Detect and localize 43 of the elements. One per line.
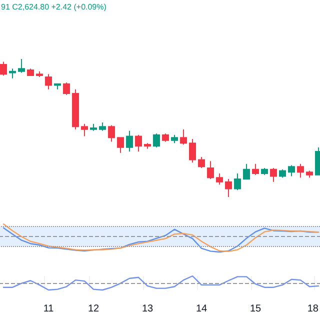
x-tick-label: 12 — [87, 304, 99, 314]
candlestick — [144, 142, 150, 150]
candlestick — [152, 133, 160, 148]
candlestick — [36, 70, 42, 78]
candlestick — [170, 134, 178, 144]
candlestick — [0, 61, 6, 76]
candlestick — [224, 178, 232, 198]
candlestick — [18, 58, 24, 74]
candlestick — [162, 133, 168, 142]
candlestick — [44, 74, 52, 90]
candlestick — [260, 168, 268, 176]
candlestick — [54, 83, 60, 90]
candlestick — [314, 146, 320, 176]
candlestick — [198, 156, 204, 169]
candlestick — [206, 160, 214, 180]
candlestick — [278, 168, 286, 178]
candlestick — [80, 123, 88, 137]
x-tick-label: 13 — [141, 304, 153, 314]
candlestick — [90, 123, 96, 132]
candlestick — [242, 163, 250, 180]
candlestick — [116, 137, 124, 154]
candlestick — [188, 138, 196, 163]
candlestick — [270, 168, 276, 182]
candlestick — [252, 163, 258, 176]
candlestick — [126, 130, 132, 152]
candlestick — [216, 173, 222, 186]
candlestick — [296, 163, 304, 178]
text: 91 C2,624.80 +2.42 (+0.09%) — [0, 2, 106, 12]
candlestick — [108, 124, 114, 142]
candlestick — [98, 122, 106, 132]
candlestick — [62, 82, 70, 96]
candlestick — [288, 164, 294, 177]
x-tick-label: 14 — [195, 304, 207, 314]
x-tick-label: 11 — [42, 304, 54, 314]
x-tick-label: 15 — [249, 304, 261, 314]
candlestick — [26, 68, 34, 76]
x-tick-label: 18 — [306, 304, 318, 314]
candlestick — [234, 173, 240, 191]
candlestick — [8, 68, 16, 79]
candlestick — [180, 128, 186, 146]
candlestick — [306, 170, 312, 178]
candlestick — [72, 88, 78, 130]
candlestick — [134, 134, 142, 152]
